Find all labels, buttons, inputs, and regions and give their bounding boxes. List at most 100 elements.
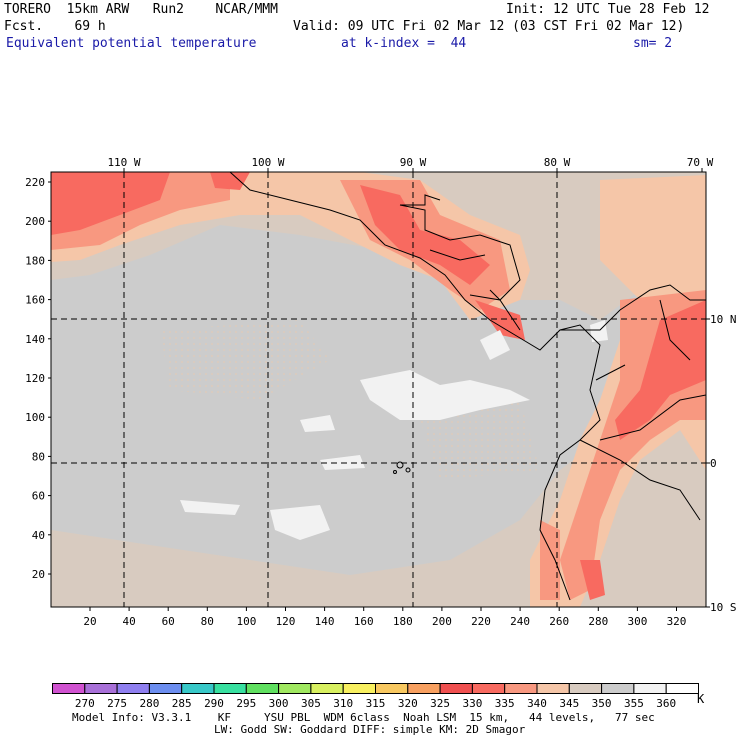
- colorbar-swatch: [439, 683, 473, 694]
- x-grid-labels: 20 40 60 80 100 120 140 160 180 200 220 240 260 280 30…: [83, 607, 686, 628]
- init-time: Init: 12 UTC Tue 28 Feb 12: [506, 2, 710, 17]
- x-grid-label: 280: [588, 615, 608, 628]
- y-grid-label: 140: [25, 333, 45, 346]
- x-grid-label: 240: [510, 615, 530, 628]
- field-355-patch: [360, 370, 530, 420]
- x-grid-label: 60: [162, 615, 175, 628]
- colorbar-labels: 270 275 280 285 290 295 300 305 310 315 320 325 330 3…: [75, 697, 676, 710]
- colorbar-label: 330: [462, 697, 482, 710]
- model-title: TORERO 15km ARW Run2 NCAR/MMM: [4, 2, 278, 17]
- x-grid-label: 40: [122, 615, 135, 628]
- colorbar-swatch: [342, 683, 377, 694]
- y-grid-label: 200: [25, 215, 45, 228]
- field-330-guatemala: [360, 185, 490, 285]
- x-grid-label: 180: [393, 615, 413, 628]
- colorbar-label: 360: [656, 697, 676, 710]
- colorbar-label: 325: [430, 697, 450, 710]
- colorbar-swatch: [504, 683, 538, 694]
- colorbar-swatch: [278, 683, 312, 694]
- x-grid-label: 140: [315, 615, 335, 628]
- lat-label: 0: [710, 457, 717, 470]
- forecast-hour: Fcst. 69 h: [4, 19, 106, 34]
- y-grid-label: 160: [25, 294, 45, 307]
- y-grid-label: 100: [25, 411, 45, 424]
- colorbar-label: 345: [559, 697, 579, 710]
- colorbar-swatch: [568, 683, 603, 694]
- x-grid-label: 120: [276, 615, 296, 628]
- x-grid-label: 160: [354, 615, 374, 628]
- colorbar-swatch: [471, 683, 506, 694]
- colorbar-swatch: [665, 683, 700, 694]
- colorbar-swatch: [213, 683, 247, 694]
- colorbar-swatch: [116, 683, 150, 694]
- x-grid-label: 220: [471, 615, 491, 628]
- colorbar-label: 285: [172, 697, 192, 710]
- colorbar-boxes: [52, 683, 700, 694]
- field-330-colombia: [615, 300, 706, 440]
- lat-label: 10 N: [710, 313, 737, 326]
- colorbar-swatch: [181, 683, 215, 694]
- lon-label: 80 W: [544, 156, 571, 169]
- field-330-costa-rica: [475, 300, 525, 340]
- x-grid-label: 260: [549, 615, 569, 628]
- colorbar-label: 275: [107, 697, 127, 710]
- colorbar-swatch: [407, 683, 441, 694]
- caribbean-coast-sa: [560, 284, 706, 331]
- y-grid-label: 40: [32, 529, 45, 542]
- field-330-nw: [51, 172, 170, 235]
- lat-label: 10 S: [710, 601, 737, 614]
- y-grid-label: 180: [25, 254, 45, 267]
- pacific-coast: [229, 172, 601, 601]
- colorbar-label: 320: [398, 697, 418, 710]
- y-grid-labels: 220 200 180 160 140 120 100 80 60 40 20: [25, 176, 51, 581]
- y-grid-label: 120: [25, 372, 45, 385]
- colorbar-swatch: [310, 683, 344, 694]
- colorbar-label: 270: [75, 697, 95, 710]
- colorbar-swatch: [633, 683, 667, 694]
- colorbar-label: 305: [301, 697, 321, 710]
- x-grid-label: 80: [201, 615, 214, 628]
- colorbar-label: 350: [592, 697, 612, 710]
- colorbar-swatch: [375, 683, 409, 694]
- level-index: at k-index = 44: [341, 36, 467, 51]
- y-grid-label: 20: [32, 568, 45, 581]
- colorbar-swatch: [148, 683, 183, 694]
- valid-time: Valid: 09 UTC Fri 02 Mar 12 (03 CST Fri …: [293, 19, 685, 34]
- y-grid-label: 220: [25, 176, 45, 189]
- colorbar-label: 280: [139, 697, 159, 710]
- x-grid-label: 100: [236, 615, 256, 628]
- colorbar-swatch: [52, 683, 86, 694]
- colorbar-swatch: [536, 683, 570, 694]
- colorbar-unit: K: [697, 692, 705, 706]
- colorbar: 270 275 280 285 290 295 300 305 310 315 320 325 330 3…: [52, 683, 700, 710]
- coastlines: [229, 172, 706, 601]
- colombia-border: [599, 394, 706, 441]
- map-frame: [50, 171, 707, 608]
- colorbar-swatch: [245, 683, 280, 694]
- lon-label: 90 W: [400, 156, 427, 169]
- physics-info: LW: Godd SW: Goddard DIFF: simple KM: 2D…: [214, 723, 526, 736]
- field-mottled: [160, 320, 330, 400]
- caribbean-coast-ca: [399, 204, 521, 301]
- colorbar-label: 310: [333, 697, 353, 710]
- x-grid-label: 20: [83, 615, 96, 628]
- colorbar-label: 315: [366, 697, 386, 710]
- ecuador-peru-border: [579, 439, 701, 521]
- lon-label: 70 W: [687, 156, 714, 169]
- axis-ticks: [123, 168, 710, 608]
- y-grid-label: 80: [32, 450, 45, 463]
- colorbar-label: 340: [527, 697, 547, 710]
- colorbar-label: 295: [236, 697, 256, 710]
- lon-label: 100 W: [251, 156, 284, 169]
- x-grid-label: 300: [627, 615, 647, 628]
- model-info: Model Info: V3.3.1 KF YSU PBL WDM 6class…: [72, 711, 655, 724]
- colorbar-swatch: [84, 683, 118, 694]
- colorbar-label: 290: [204, 697, 224, 710]
- galapagos-islands: [396, 461, 404, 469]
- shaded-field: [51, 172, 706, 607]
- colorbar-label: 355: [624, 697, 644, 710]
- y-grid-label: 60: [32, 490, 45, 503]
- x-grid-label: 320: [667, 615, 687, 628]
- lon-label: 110 W: [107, 156, 140, 169]
